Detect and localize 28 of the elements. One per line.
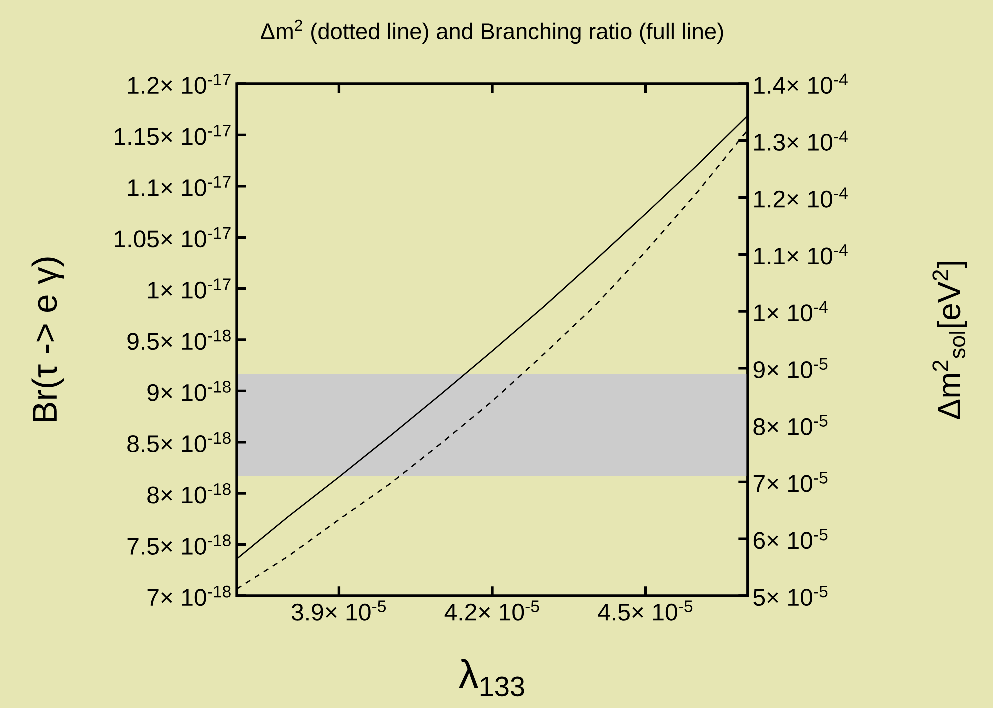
y-axis-title: Br(τ -> e γ) xyxy=(32,258,64,422)
y-tick-label: 1.05× 10$^{-17}$ xyxy=(115,228,231,248)
y-tick-label: 9.5× 10$^{-18}$ xyxy=(128,330,231,350)
x-axis-title: λ$_{133}$ xyxy=(459,659,524,697)
x-tick-label: 4.5× 10$^{-5}$ xyxy=(598,600,693,621)
y-tick-label: 8× 10$^{-18}$ xyxy=(148,483,231,504)
chart-title: Δm$^{2}$ (dotted line) and Branching ratio (full line) xyxy=(261,20,724,44)
y2-tick-label: 1.4× 10$^{-4}$ xyxy=(754,74,848,94)
x-tick-label: 3.9× 10$^{-5}$ xyxy=(292,600,386,621)
y-tick-label: 7.5× 10$^{-18}$ xyxy=(128,534,231,555)
y2-tick-label: 1.3× 10$^{-4}$ xyxy=(754,130,848,151)
y2-tick-label: 5× 10$^{-5}$ xyxy=(754,586,828,606)
y-tick-label: 7× 10$^{-18}$ xyxy=(148,586,231,606)
y2-tick-label: 7× 10$^{-5}$ xyxy=(754,472,828,492)
y2-tick-label: 1.1× 10$^{-4}$ xyxy=(754,244,848,265)
y2-tick-label: 1× 10$^{-4}$ xyxy=(754,301,828,322)
y2-tick-label: 8× 10$^{-5}$ xyxy=(754,415,828,436)
y-tick-label: 1× 10$^{-17}$ xyxy=(148,278,231,299)
y2-tick-label: 9× 10$^{-5}$ xyxy=(754,358,828,379)
y2-axis-title: Δm$^{2}$$_{sol}$[eV$^{2}$] xyxy=(932,262,968,420)
x-tick-label: 4.2× 10$^{-5}$ xyxy=(444,600,540,621)
y-tick-label: 8.5× 10$^{-18}$ xyxy=(128,432,231,453)
y-tick-label: 1.2× 10$^{-17}$ xyxy=(128,74,231,94)
y2-tick-label: 6× 10$^{-5}$ xyxy=(754,529,828,550)
y-tick-label: 1.15× 10$^{-17}$ xyxy=(115,125,231,146)
y-tick-label: 1.1× 10$^{-17}$ xyxy=(128,176,231,196)
y-tick-label: 9× 10$^{-18}$ xyxy=(148,381,231,402)
y2-tick-label: 1.2× 10$^{-4}$ xyxy=(754,188,848,208)
